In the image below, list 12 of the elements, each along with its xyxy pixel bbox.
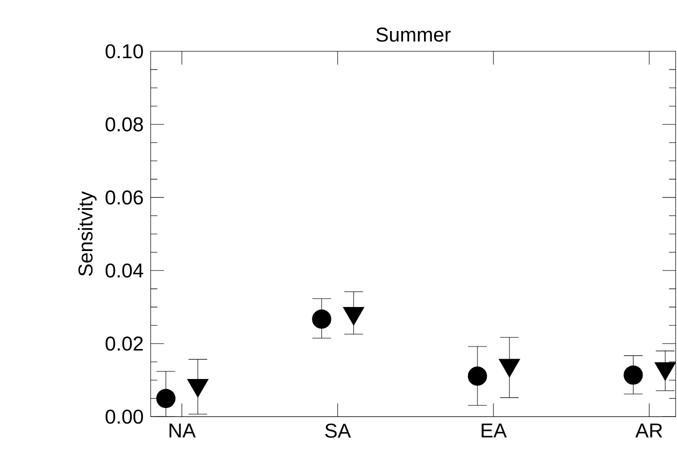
y-axis-title: Sensitvity xyxy=(78,191,97,276)
y-tick-label: 0.10 xyxy=(106,44,143,58)
x-tick-label: NA xyxy=(170,424,196,438)
y-tick-label: 0.08 xyxy=(106,117,143,132)
y-tick-label: 0.00 xyxy=(106,410,143,424)
y-tick-label: 0.02 xyxy=(106,336,143,351)
x-tick-label: SA xyxy=(325,424,351,438)
x-tick-label: AR xyxy=(635,424,662,438)
chart-title: Summer xyxy=(376,28,451,42)
x-tick-label: EA xyxy=(482,424,507,438)
y-tick-label: 0.04 xyxy=(106,263,144,278)
y-tick-label: 0.06 xyxy=(106,190,143,205)
